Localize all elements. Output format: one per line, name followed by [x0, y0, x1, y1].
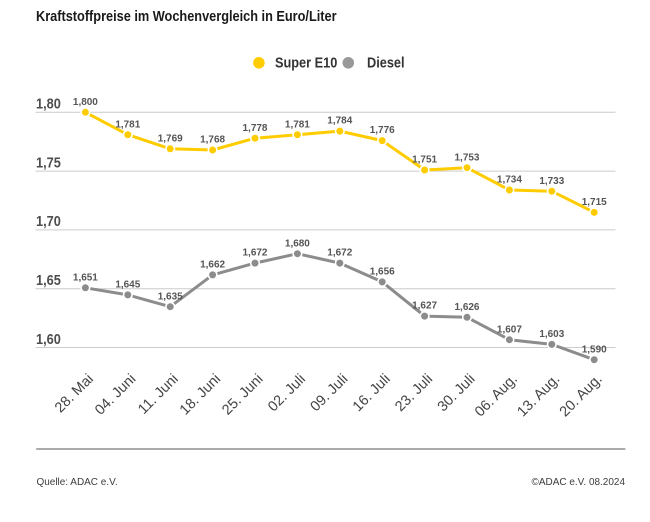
svg-text:1,800: 1,800 [73, 97, 98, 108]
svg-text:1,672: 1,672 [243, 247, 268, 258]
svg-text:09. Juli: 09. Juli [308, 371, 352, 415]
svg-text:1,784: 1,784 [327, 115, 352, 126]
svg-text:1,645: 1,645 [115, 279, 140, 290]
svg-text:28. Mai: 28. Mai [52, 371, 97, 416]
svg-text:1,776: 1,776 [370, 125, 395, 136]
svg-text:1,662: 1,662 [200, 259, 225, 270]
svg-text:1,781: 1,781 [115, 119, 140, 130]
svg-text:1,672: 1,672 [327, 247, 352, 258]
svg-text:Diesel: Diesel [367, 53, 405, 70]
svg-text:1,627: 1,627 [412, 300, 437, 311]
svg-text:1,635: 1,635 [158, 291, 183, 302]
svg-text:1,626: 1,626 [455, 302, 480, 313]
svg-text:1,70: 1,70 [36, 212, 61, 229]
svg-text:1,60: 1,60 [36, 330, 61, 347]
svg-text:©ADAC e.V. 08.2024: ©ADAC e.V. 08.2024 [532, 477, 626, 488]
svg-text:1,733: 1,733 [539, 176, 564, 187]
svg-text:1,80: 1,80 [36, 95, 61, 112]
svg-text:1,656: 1,656 [370, 266, 395, 277]
svg-text:1,603: 1,603 [539, 329, 564, 340]
svg-text:Kraftstoffpreise im Wochenverg: Kraftstoffpreise im Wochenvergleich in E… [36, 7, 337, 24]
svg-text:Quelle: ADAC e.V.: Quelle: ADAC e.V. [36, 477, 117, 488]
svg-text:25. Juni: 25. Juni [219, 371, 266, 418]
svg-text:1,590: 1,590 [582, 344, 607, 355]
svg-text:1,607: 1,607 [497, 324, 522, 335]
svg-text:1,769: 1,769 [158, 133, 183, 144]
svg-text:Super E10: Super E10 [275, 53, 338, 70]
svg-text:1,781: 1,781 [285, 119, 310, 130]
svg-text:1,715: 1,715 [582, 197, 607, 208]
svg-text:13. Aug.: 13. Aug. [514, 371, 563, 420]
svg-text:11. Juni: 11. Juni [135, 371, 181, 417]
svg-text:1,751: 1,751 [412, 154, 437, 165]
svg-text:04. Juni: 04. Juni [92, 371, 139, 418]
svg-text:1,734: 1,734 [497, 174, 522, 185]
svg-text:1,651: 1,651 [73, 272, 98, 283]
svg-text:20. Aug.: 20. Aug. [557, 371, 606, 420]
svg-text:1,75: 1,75 [36, 153, 61, 170]
svg-text:1,680: 1,680 [285, 238, 310, 249]
svg-text:1,768: 1,768 [200, 134, 225, 145]
svg-text:1,778: 1,778 [243, 123, 268, 134]
svg-text:1,753: 1,753 [455, 152, 480, 163]
svg-text:23. Juli: 23. Juli [392, 371, 436, 415]
svg-text:16. Juli: 16. Juli [350, 371, 394, 415]
svg-text:18. Juni: 18. Juni [177, 371, 224, 418]
svg-text:06. Aug.: 06. Aug. [472, 371, 521, 420]
svg-text:02. Juli: 02. Juli [265, 371, 309, 415]
svg-text:1,65: 1,65 [36, 271, 61, 288]
